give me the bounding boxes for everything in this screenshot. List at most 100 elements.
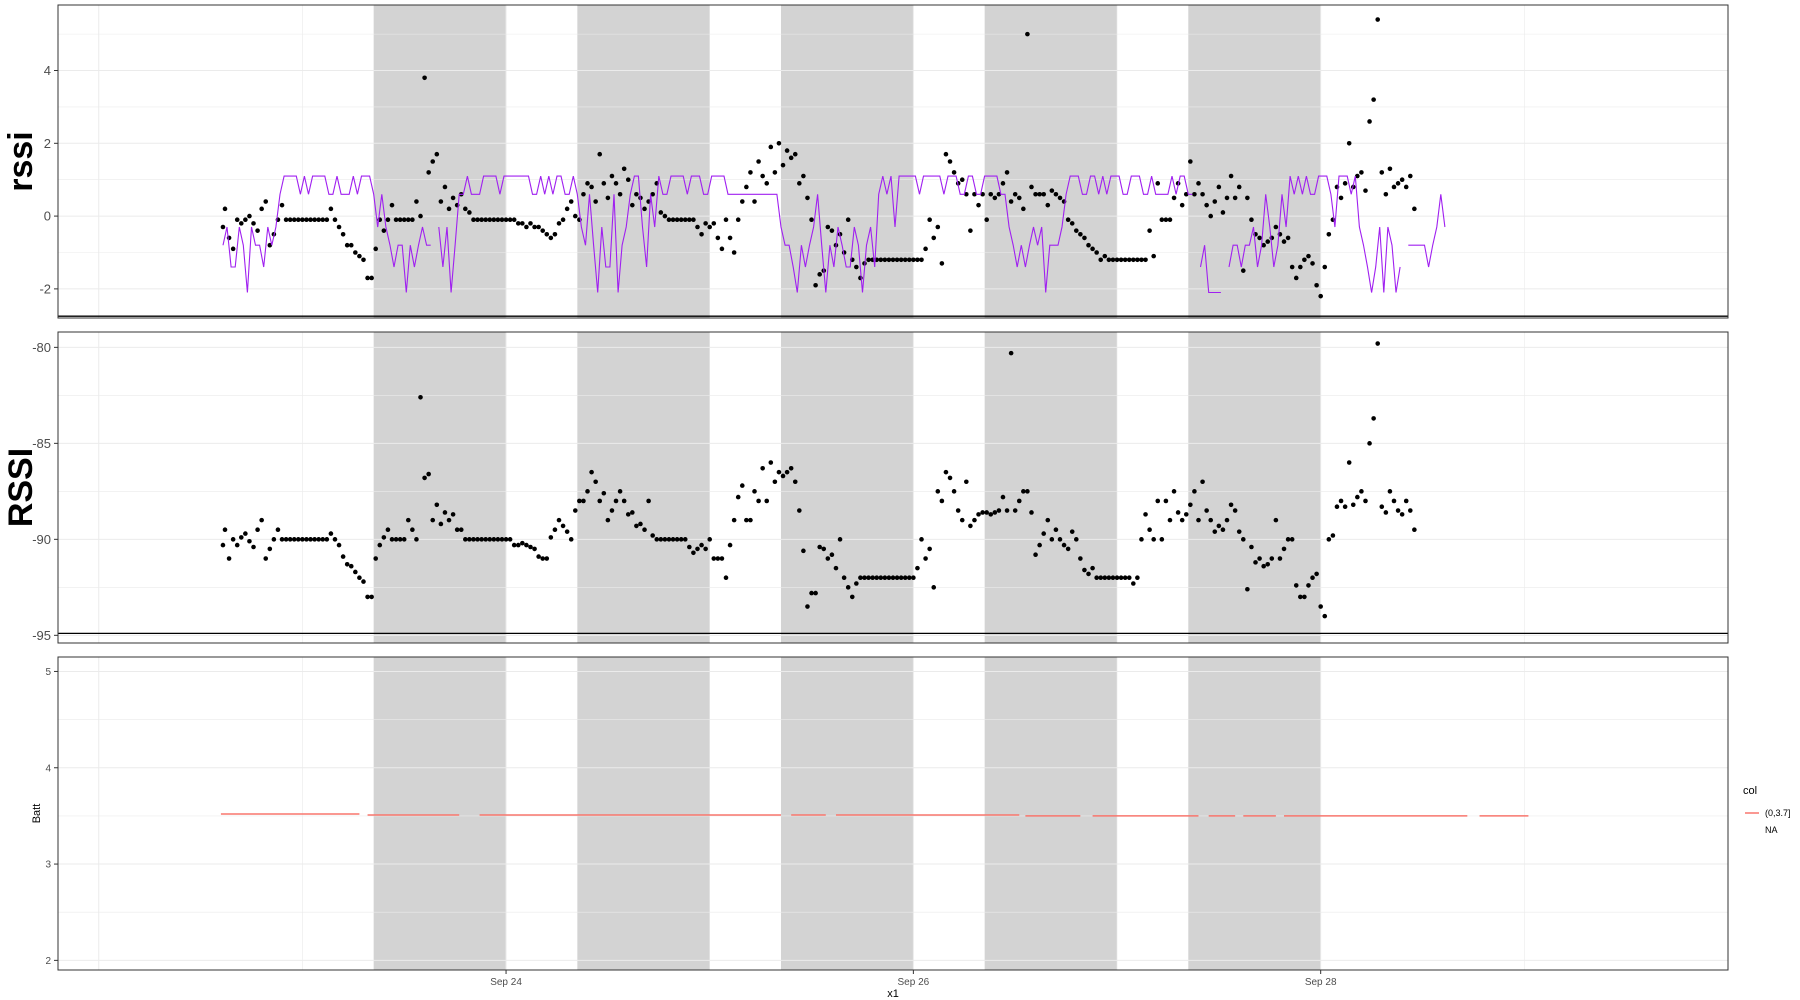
data-point [825, 556, 831, 561]
data-point [450, 512, 456, 517]
data-point [915, 565, 920, 571]
data-point [670, 537, 676, 542]
data-point [471, 217, 476, 223]
data-point [471, 537, 476, 542]
data-point [959, 517, 965, 523]
data-point [939, 261, 945, 266]
data-point [1126, 257, 1132, 263]
data-point [1346, 460, 1352, 465]
data-point [951, 489, 957, 494]
data-point [621, 498, 627, 504]
data-point [572, 508, 578, 513]
batt-panel: 2 3 4 5 Batt [31, 656, 1729, 971]
data-point [589, 184, 594, 190]
data-point [1281, 546, 1287, 552]
data-point [564, 529, 570, 534]
data-point [463, 537, 468, 542]
data-point [1334, 504, 1340, 509]
data-point [1403, 184, 1409, 190]
data-point [1098, 575, 1104, 581]
data-point [968, 523, 973, 529]
data-point [780, 162, 786, 168]
data-point [316, 217, 321, 223]
data-point [792, 479, 798, 485]
data-point [385, 527, 391, 533]
data-point [1350, 502, 1356, 508]
panel-border [57, 656, 1729, 971]
data-point [296, 537, 301, 542]
data-point [226, 556, 232, 561]
data-point [1285, 235, 1291, 241]
data-point [1049, 188, 1055, 193]
data-point [890, 575, 896, 581]
data-point [1224, 517, 1230, 523]
data-point [650, 191, 655, 197]
data-point [467, 537, 472, 542]
night-band [577, 332, 710, 643]
y-tick-label: 4 [44, 63, 51, 78]
data-point [1151, 537, 1156, 542]
data-point [1224, 195, 1230, 201]
data-point [479, 217, 484, 223]
data-point [878, 257, 884, 263]
data-point [426, 170, 431, 175]
data-point [1078, 556, 1083, 561]
data-point [1086, 242, 1091, 248]
data-point [536, 554, 541, 559]
data-point [279, 202, 285, 208]
data-point [491, 537, 497, 542]
data-point [1033, 191, 1038, 197]
data-point [813, 282, 818, 288]
data-point [503, 537, 509, 542]
data-point [1249, 544, 1254, 550]
data-point [621, 166, 627, 172]
night-band [373, 657, 507, 970]
data-point [1298, 264, 1303, 270]
data-point [833, 565, 839, 571]
data-point [919, 537, 924, 542]
data-point [475, 537, 480, 542]
data-point [703, 221, 708, 226]
data-point [1302, 594, 1307, 600]
data-point [414, 537, 419, 542]
data-point [719, 556, 725, 561]
data-point [1318, 604, 1323, 609]
data-point [976, 202, 981, 208]
data-point [1041, 531, 1047, 536]
data-point [300, 217, 305, 223]
data-point [344, 561, 350, 567]
data-point [1082, 567, 1087, 573]
data-point [1236, 184, 1242, 190]
data-point [727, 235, 733, 241]
data-point [230, 537, 236, 542]
data-point [389, 202, 395, 208]
data-point [772, 170, 778, 175]
data-point [1293, 275, 1299, 281]
data-point [634, 191, 639, 197]
data-point [711, 556, 717, 561]
data-point [1102, 253, 1108, 259]
night-band [780, 332, 914, 643]
data-point [947, 475, 953, 481]
series-group [220, 17, 1446, 299]
data-point [1253, 560, 1258, 565]
data-point [304, 537, 309, 542]
data-point [964, 479, 969, 485]
data-point [1379, 504, 1385, 509]
data-point [748, 170, 753, 175]
data-point [727, 542, 733, 548]
data-point [1245, 195, 1250, 201]
data-point [1342, 181, 1348, 186]
x-axis: Sep 24 Sep 26 Sep 28 x1 [490, 970, 1337, 1000]
data-point [528, 544, 533, 550]
data-point [984, 510, 989, 515]
data-point [609, 508, 615, 513]
night-band [577, 657, 710, 970]
data-point [1122, 575, 1128, 581]
data-point [1371, 97, 1376, 102]
data-point [625, 177, 631, 182]
data-point [630, 202, 635, 208]
data-point [1220, 527, 1226, 533]
data-point [511, 542, 517, 548]
data-point [678, 217, 684, 223]
